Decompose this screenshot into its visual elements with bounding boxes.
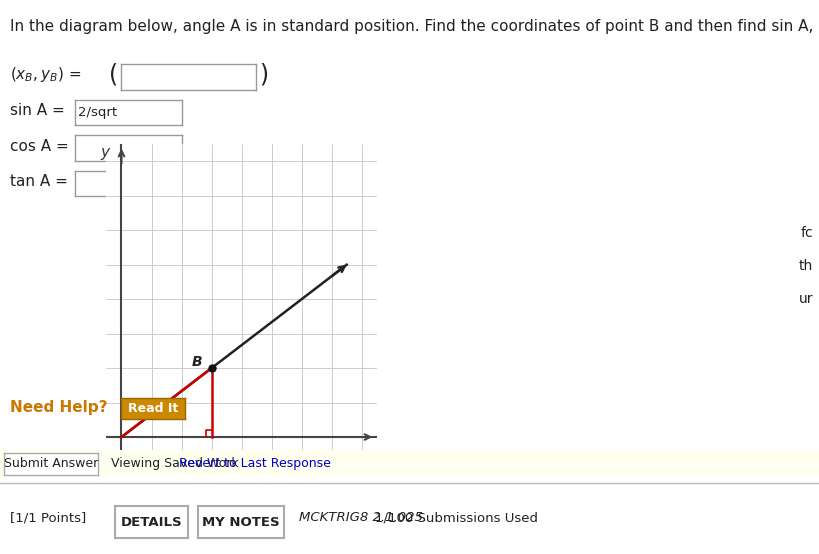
- Text: MCKTRIG8 2.1.025.: MCKTRIG8 2.1.025.: [299, 511, 427, 525]
- Text: ): ): [260, 63, 269, 87]
- Text: In the diagram below, angle A is in standard position. Find the coordinates of p: In the diagram below, angle A is in stan…: [10, 19, 819, 34]
- Text: ur: ur: [799, 292, 813, 306]
- Text: 2/sqrt: 2/sqrt: [78, 106, 117, 119]
- Text: th: th: [799, 259, 813, 273]
- Text: Revert to Last Response: Revert to Last Response: [179, 457, 330, 470]
- Text: MY NOTES: MY NOTES: [202, 516, 280, 529]
- Text: [1/1 Points]: [1/1 Points]: [10, 511, 86, 525]
- Text: y: y: [101, 145, 110, 160]
- Text: B: B: [192, 355, 201, 369]
- Text: 1/100 Submissions Used: 1/100 Submissions Used: [375, 511, 538, 525]
- Text: Submit Answer: Submit Answer: [4, 457, 98, 470]
- Text: A: A: [103, 449, 113, 463]
- Text: x: x: [364, 449, 373, 464]
- Text: cos A =: cos A =: [10, 138, 69, 154]
- Text: tan A =: tan A =: [10, 174, 68, 189]
- Text: (: (: [109, 63, 118, 87]
- Text: C: C: [206, 449, 216, 463]
- Text: $(x_B, y_B)$ =: $(x_B, y_B)$ =: [10, 65, 81, 84]
- Text: sin A =: sin A =: [10, 103, 65, 119]
- Text: fc: fc: [801, 225, 813, 240]
- Text: Need Help?: Need Help?: [10, 399, 107, 415]
- Text: Read It: Read It: [128, 402, 179, 415]
- Text: DETAILS: DETAILS: [120, 516, 183, 529]
- Text: Viewing Saved Work: Viewing Saved Work: [111, 457, 242, 470]
